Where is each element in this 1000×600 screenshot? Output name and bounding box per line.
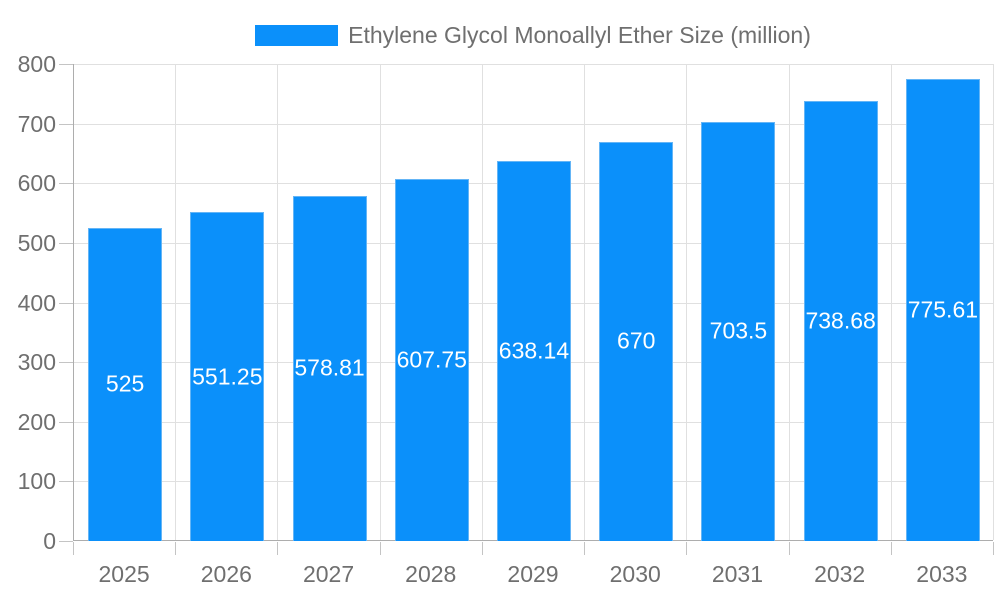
legend-swatch-icon [255,24,339,46]
x-axis-label: 2025 [98,561,150,587]
legend[interactable]: Ethylene Glycol Monoallyl Ether Size (mi… [73,22,993,48]
plot-area: 525 551.25 578.81 607.75 638.14 670 703.5 738.6… [73,64,994,541]
bar-2025 [88,227,163,541]
gridline-x [175,64,177,540]
x-axis-tick [584,542,586,555]
x-axis-tick [481,542,483,555]
x-axis-label: 2029 [507,561,559,587]
x-axis-tick [73,542,74,555]
x-axis-label: 2033 [916,561,968,587]
x-axis-tick [890,542,892,555]
y-axis-tick [59,362,73,364]
y-axis-label: 300 [17,349,56,376]
y-axis-label: 800 [17,51,56,77]
y-axis-label: 500 [17,229,56,256]
y-axis-label: 400 [17,289,56,316]
x-axis-label: 2026 [200,561,252,587]
y-axis-label: 100 [17,468,56,495]
gridline-y-800 [74,64,993,65]
gridline-x [993,64,994,540]
y-axis-label: 700 [17,110,56,137]
gridline-x [890,64,892,540]
x-axis-tick [788,542,790,555]
bar-2029 [497,160,571,541]
legend-label: Ethylene Glycol Monoallyl Ether Size (mi… [348,21,811,48]
gridline-x [379,64,381,540]
y-axis-label: 200 [17,408,56,435]
bar-2027 [292,195,367,541]
bar-2031 [701,121,776,541]
x-axis-label: 2028 [405,561,457,587]
gridline-x [481,64,483,540]
y-axis-tick [59,123,73,125]
x-axis-tick [686,542,688,555]
x-axis-label: 2031 [711,561,764,587]
gridline-x [788,64,790,540]
y-axis-tick [59,183,73,185]
y-axis-label: 600 [17,170,56,197]
x-axis-tick [993,542,994,555]
x-axis-tick [277,542,279,555]
x-axis-label: 2032 [814,561,866,587]
x-axis-tick [175,542,177,555]
x-axis-label: 2030 [609,561,661,587]
bar-2030 [599,141,674,541]
gridline-x [277,64,279,540]
bar-2032 [803,100,878,541]
bar-2033 [905,78,980,541]
gridline-y-700 [74,123,993,125]
y-axis-tick [59,242,73,244]
bar-2028 [394,178,469,541]
gridline-x [584,64,586,540]
y-axis-tick [59,302,73,304]
y-axis-tick [59,421,73,423]
y-axis-label: 0 [43,528,56,554]
y-axis-tick [59,541,73,542]
x-axis-tick [379,542,381,555]
y-axis-tick [59,64,73,65]
y-axis-tick [59,481,73,483]
bar-2026 [190,212,265,541]
gridline-x [686,64,688,540]
x-axis-label: 2027 [302,561,355,587]
